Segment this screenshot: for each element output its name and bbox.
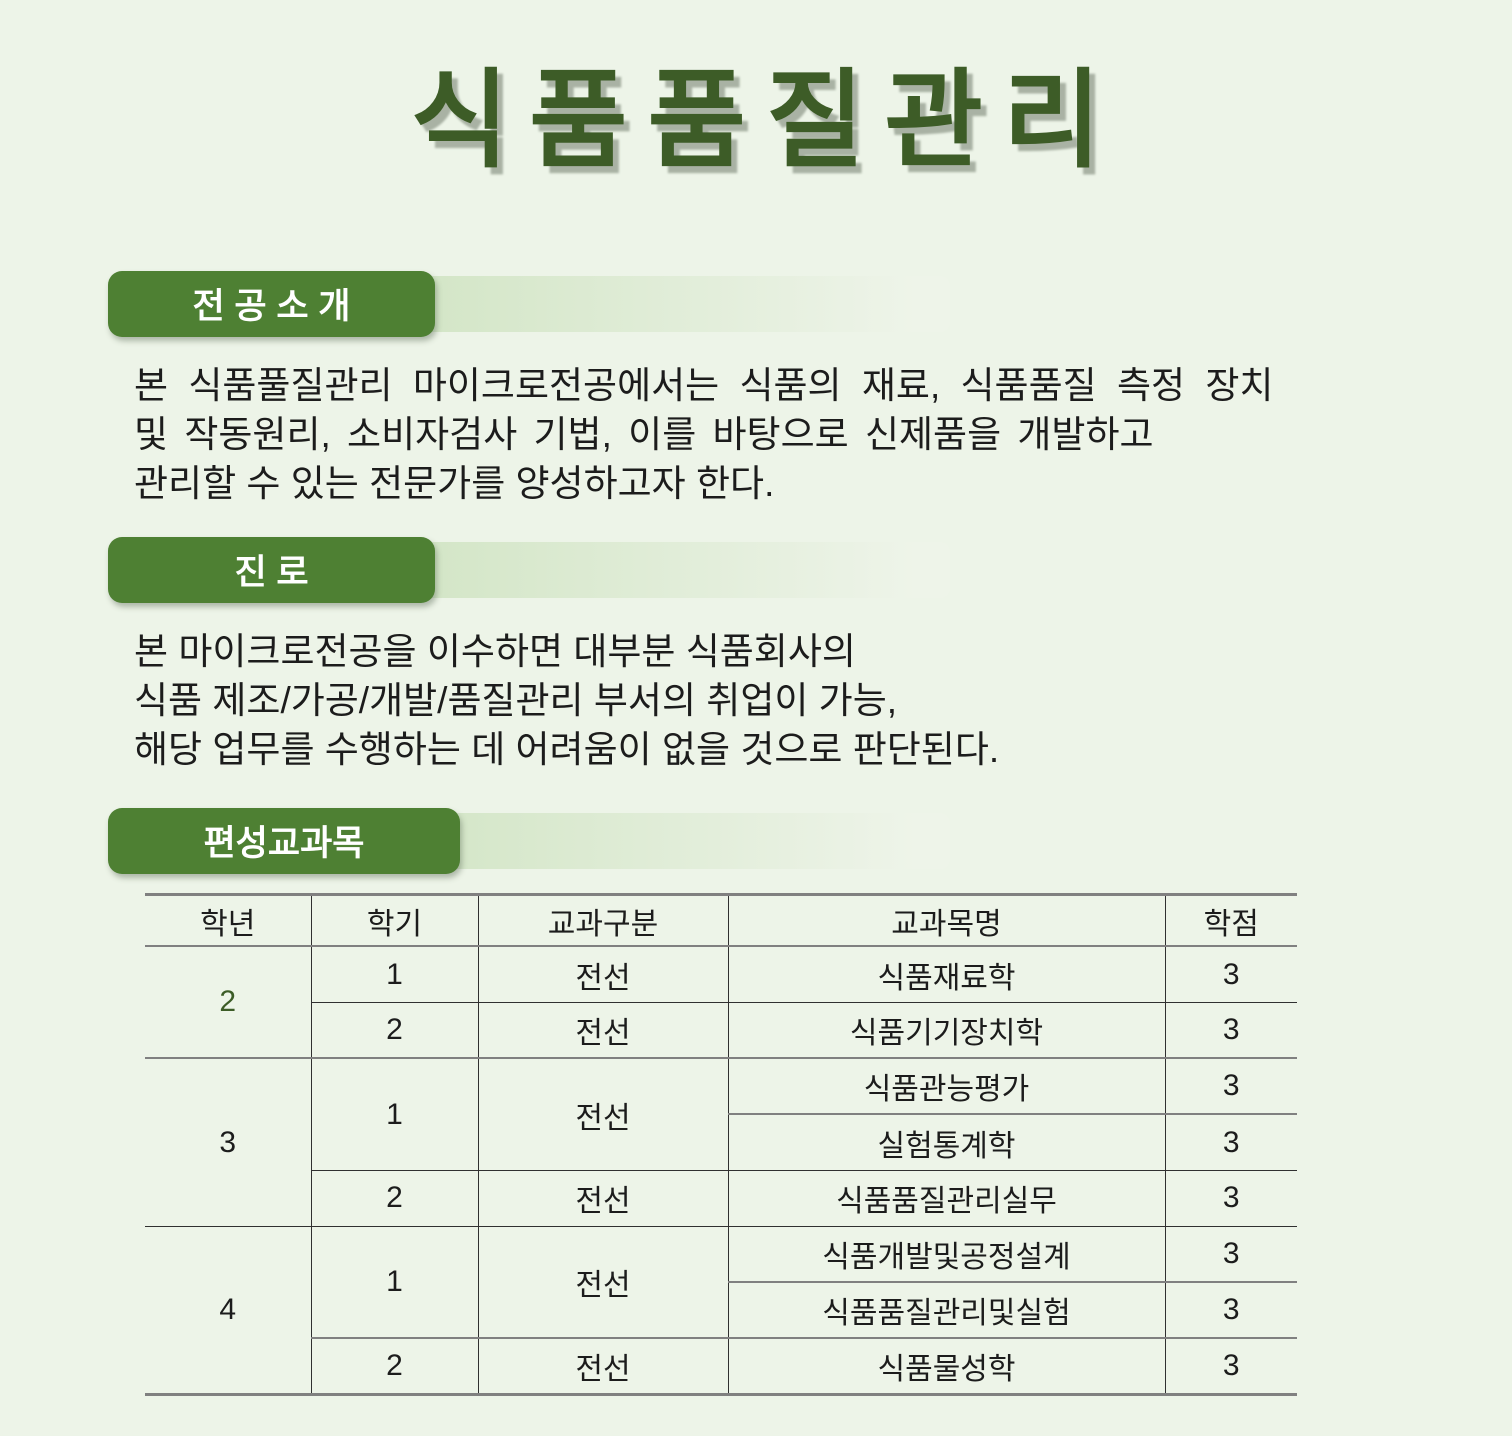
header-semester: 학기 [310, 894, 478, 947]
cell-course: 식품개발및공정설계 [727, 1225, 1165, 1283]
cell-credit: 3 [1164, 1001, 1297, 1059]
cell-course: 식품재료학 [727, 945, 1165, 1003]
cell-credit: 3 [1164, 1057, 1297, 1115]
career-line-2: 식품 제조/가공/개발/품질관리 부서의 취업이 가능, [134, 679, 898, 721]
cell-category: 전선 [477, 1337, 728, 1395]
cell-semester: 2 [310, 1169, 478, 1227]
section-label-career: 진 로 [108, 536, 435, 603]
cell-year-4: 4 [145, 1225, 311, 1395]
section-label-curriculum: 편성교과목 [108, 807, 460, 874]
intro-line-2: 및 작동원리, 소비자검사 기법, 이를 바탕으로 신제품을 개발하고 [134, 413, 1154, 455]
cell-category: 전선 [477, 945, 728, 1003]
cell-semester: 1 [310, 1057, 478, 1171]
section-header-intro: 전 공 소 개 [108, 270, 1512, 337]
cell-course: 식품기기장치학 [727, 1001, 1165, 1059]
intro-line-1: 본 식품풀질관리 마이크로전공에서는 식품의 재료, 식품품질 측정 장치 [134, 364, 1274, 406]
section-label-intro: 전 공 소 개 [108, 270, 435, 337]
career-line-3: 해당 업무를 수행하는 데 어려움이 없을 것으로 판단된다. [134, 728, 1000, 770]
table-row: 실험통계학 3 [145, 1113, 1297, 1171]
intro-paragraph: 본 식품풀질관리 마이크로전공에서는 식품의 재료, 식품품질 측정 장치 및 … [134, 361, 1512, 508]
section-header-career: 진 로 [108, 536, 1512, 603]
header-year: 학년 [200, 907, 256, 941]
cell-category: 전선 [477, 1225, 728, 1339]
table-row: 4 1 전선 식품개발및공정설계 3 [145, 1225, 1297, 1395]
intro-line-3: 관리할 수 있는 전문가를 양성하고자 한다. [134, 462, 775, 504]
header-category: 교과구분 [477, 894, 728, 947]
table-row: 2 전선 식품기기장치학 3 [145, 1001, 1297, 1059]
curriculum-table: 학년 학기 교과구분 교과목명 학점 2 1 전선 식품재료학 3 2 전선 식… [145, 892, 1297, 1396]
section-header-curriculum: 편성교과목 [108, 807, 1512, 874]
cell-credit: 3 [1164, 1337, 1297, 1395]
cell-course: 식품물성학 [727, 1337, 1165, 1395]
table-row: 3 1 전선 식품관능평가 3 [145, 1057, 1297, 1227]
cell-semester: 1 [310, 1225, 478, 1339]
cell-category: 전선 [477, 1057, 728, 1171]
header-credit: 학점 [1164, 894, 1297, 947]
cell-semester: 1 [310, 945, 478, 1003]
career-paragraph: 본 마이크로전공을 이수하면 대부분 식품회사의 식품 제조/가공/개발/품질관… [134, 627, 1512, 774]
table-row: 식품품질관리및실험 3 [145, 1281, 1297, 1339]
cell-credit: 3 [1164, 1225, 1297, 1283]
header-course: 교과목명 [727, 894, 1165, 947]
cell-year-2: 2 [145, 945, 311, 1059]
cell-credit: 3 [1164, 1169, 1297, 1227]
cell-year-3: 3 [145, 1057, 311, 1227]
table-row: 2 전선 식품물성학 3 [145, 1337, 1297, 1395]
cell-credit: 3 [1164, 945, 1297, 1003]
cell-course: 식품품질관리실무 [727, 1169, 1165, 1227]
career-line-1: 본 마이크로전공을 이수하면 대부분 식품회사의 [134, 630, 856, 672]
table-header-row: 학년 학기 교과구분 교과목명 학점 [145, 894, 1297, 947]
cell-credit: 3 [1164, 1281, 1297, 1339]
table-row: 2 전선 식품품질관리실무 3 [145, 1169, 1297, 1227]
cell-course: 실험통계학 [727, 1113, 1165, 1171]
content-area: 전 공 소 개 본 식품풀질관리 마이크로전공에서는 식품의 재료, 식품품질 … [108, 270, 1512, 1396]
cell-category: 전선 [477, 1169, 728, 1227]
cell-course: 식품관능평가 [727, 1057, 1165, 1115]
page-title: 식품품질관리 [410, 60, 1122, 180]
cell-credit: 3 [1164, 1113, 1297, 1171]
cell-semester: 2 [310, 1001, 478, 1059]
cell-course: 식품품질관리및실험 [727, 1281, 1165, 1339]
cell-category: 전선 [477, 1001, 728, 1059]
table-row: 2 1 전선 식품재료학 3 [145, 945, 1297, 1059]
cell-semester: 2 [310, 1337, 478, 1395]
